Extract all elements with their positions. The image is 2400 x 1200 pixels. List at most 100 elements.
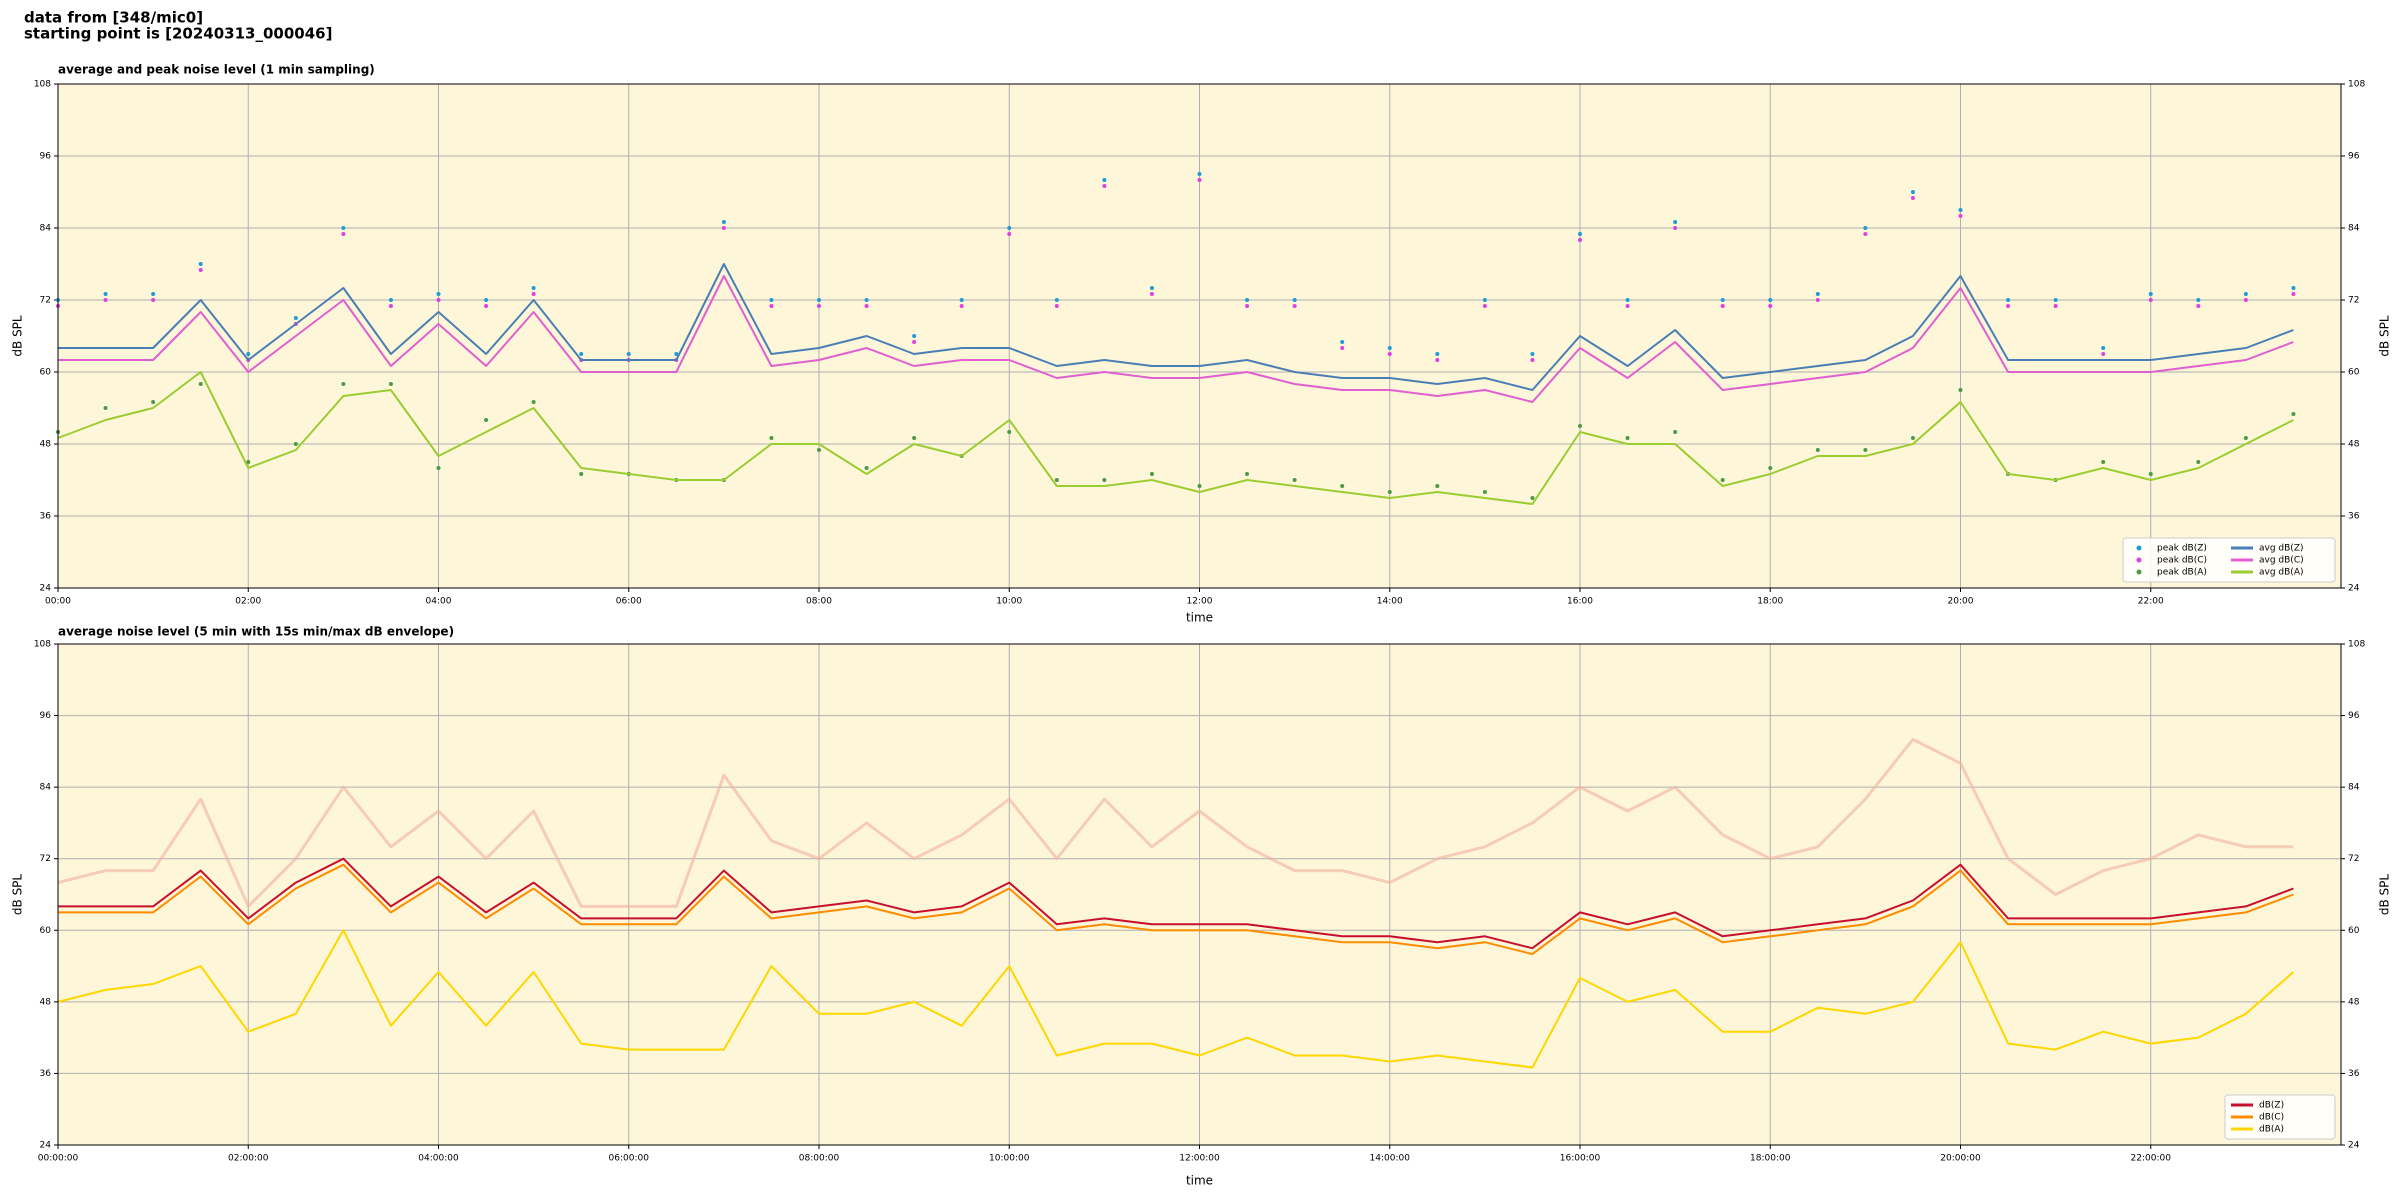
legend-label: peak dB(A)	[2157, 568, 2207, 578]
peak-point	[626, 352, 631, 356]
peak-point	[817, 448, 821, 452]
peak-point	[1102, 178, 1107, 182]
y-tick-label: 48	[2348, 997, 2360, 1007]
x-tick-label: 22:00	[2138, 597, 2164, 607]
peak-point	[246, 460, 251, 464]
peak-point	[817, 304, 821, 308]
x-tick-label: 16:00	[1567, 597, 1593, 607]
x-tick-label: 14:00:00	[1370, 1154, 1411, 1164]
peak-point	[1387, 490, 1392, 494]
peak-point	[2053, 304, 2058, 308]
peak-point	[1340, 484, 1345, 488]
peak-point	[1958, 208, 1963, 212]
chart-title: average noise level (5 min with 15s min/…	[58, 625, 454, 639]
peak-point	[531, 292, 536, 296]
x-axis-label: time	[1186, 1174, 1213, 1188]
y-tick-label: 60	[2348, 926, 2360, 936]
y-tick-label: 36	[2348, 512, 2360, 522]
peak-point	[721, 226, 726, 230]
peak-point	[1340, 346, 1345, 350]
peak-point	[2101, 460, 2106, 464]
peak-point	[388, 382, 393, 386]
peak-point	[2243, 292, 2248, 296]
y-axis-label: dB SPL	[11, 874, 25, 916]
y-tick-label: 24	[2348, 1141, 2360, 1151]
peak-point	[1149, 286, 1154, 290]
x-tick-label: 18:00:00	[1750, 1154, 1791, 1164]
peak-point	[1768, 304, 1773, 308]
x-tick-label: 10:00	[996, 597, 1022, 607]
peak-point	[1292, 304, 1297, 308]
y-tick-label: 84	[40, 783, 52, 793]
header-line: starting point is [20240313_000046]	[24, 25, 332, 43]
plot-frame	[57, 643, 2342, 1146]
peak-point	[1958, 388, 1963, 392]
x-tick-label: 20:00:00	[1940, 1154, 1981, 1164]
chart-title: average and peak noise level (1 min samp…	[58, 63, 375, 77]
peak-point	[2196, 298, 2201, 302]
peak-point	[2148, 298, 2153, 302]
peak-point	[436, 466, 441, 470]
peak-point	[1625, 304, 1630, 308]
peak-point	[1007, 430, 1012, 434]
y-tick-label: 36	[40, 512, 52, 522]
y-tick-label: 96	[40, 152, 52, 162]
peak-point	[1482, 298, 1487, 302]
legend-label: dB(Z)	[2259, 1101, 2284, 1111]
peak-point	[1149, 472, 1154, 476]
peak-point	[103, 298, 108, 302]
peak-point	[2196, 460, 2201, 464]
peak-point	[2196, 304, 2201, 308]
peak-point	[1482, 304, 1487, 308]
y-tick-label: 36	[2348, 1069, 2360, 1079]
y-tick-label: 48	[40, 440, 52, 450]
peak-point	[1910, 196, 1915, 200]
y-tick-label: 72	[40, 854, 51, 864]
peak-point	[769, 304, 774, 308]
peak-point	[484, 418, 489, 422]
peak-point	[103, 406, 108, 410]
peak-point	[2101, 346, 2106, 350]
x-tick-label: 02:00:00	[228, 1154, 269, 1164]
series-line	[58, 863, 2294, 956]
y-axis-label: dB SPL	[11, 315, 25, 357]
series-line	[58, 275, 2294, 403]
legend-marker	[2136, 557, 2142, 563]
peak-point	[1292, 478, 1297, 482]
y-tick-label: 108	[2348, 640, 2365, 650]
peak-point	[579, 352, 584, 356]
peak-point	[1958, 214, 1963, 218]
envelope	[57, 737, 2294, 908]
peak-point	[1387, 352, 1392, 356]
x-tick-label: 02:00	[235, 597, 261, 607]
peak-point	[436, 292, 441, 296]
peak-point	[341, 382, 346, 386]
peak-point	[721, 220, 726, 224]
series-line	[58, 857, 2294, 950]
peak-point	[198, 268, 203, 272]
peak-point	[864, 298, 869, 302]
peak-point	[864, 304, 869, 308]
peak-point	[1720, 478, 1725, 482]
series-line	[58, 263, 2294, 391]
peak-point	[1054, 298, 1059, 302]
peak-point	[959, 298, 964, 302]
legend: peak dB(Z) peak dB(C) peak dB(A) avg dB(Z) a…	[2122, 537, 2336, 583]
x-tick-label: 22:00:00	[2131, 1154, 2172, 1164]
x-tick-label: 00:00:00	[38, 1154, 79, 1164]
peak-point	[1292, 298, 1297, 302]
y-tick-label: 72	[2348, 854, 2359, 864]
peak-point	[293, 316, 298, 320]
legend-label: avg dB(Z)	[2259, 544, 2304, 554]
peak-point	[2148, 292, 2153, 296]
series-line	[57, 929, 2295, 1069]
peak-point	[1530, 496, 1535, 500]
y-tick-label: 84	[2348, 224, 2360, 234]
y-tick-label: 72	[2348, 296, 2359, 306]
peak-point	[1578, 424, 1582, 428]
x-tick-label: 12:00	[1187, 597, 1213, 607]
peak-point	[388, 298, 393, 302]
y-tick-label: 24	[40, 1141, 52, 1151]
peak-point	[1054, 304, 1059, 308]
peak-point	[198, 382, 203, 386]
